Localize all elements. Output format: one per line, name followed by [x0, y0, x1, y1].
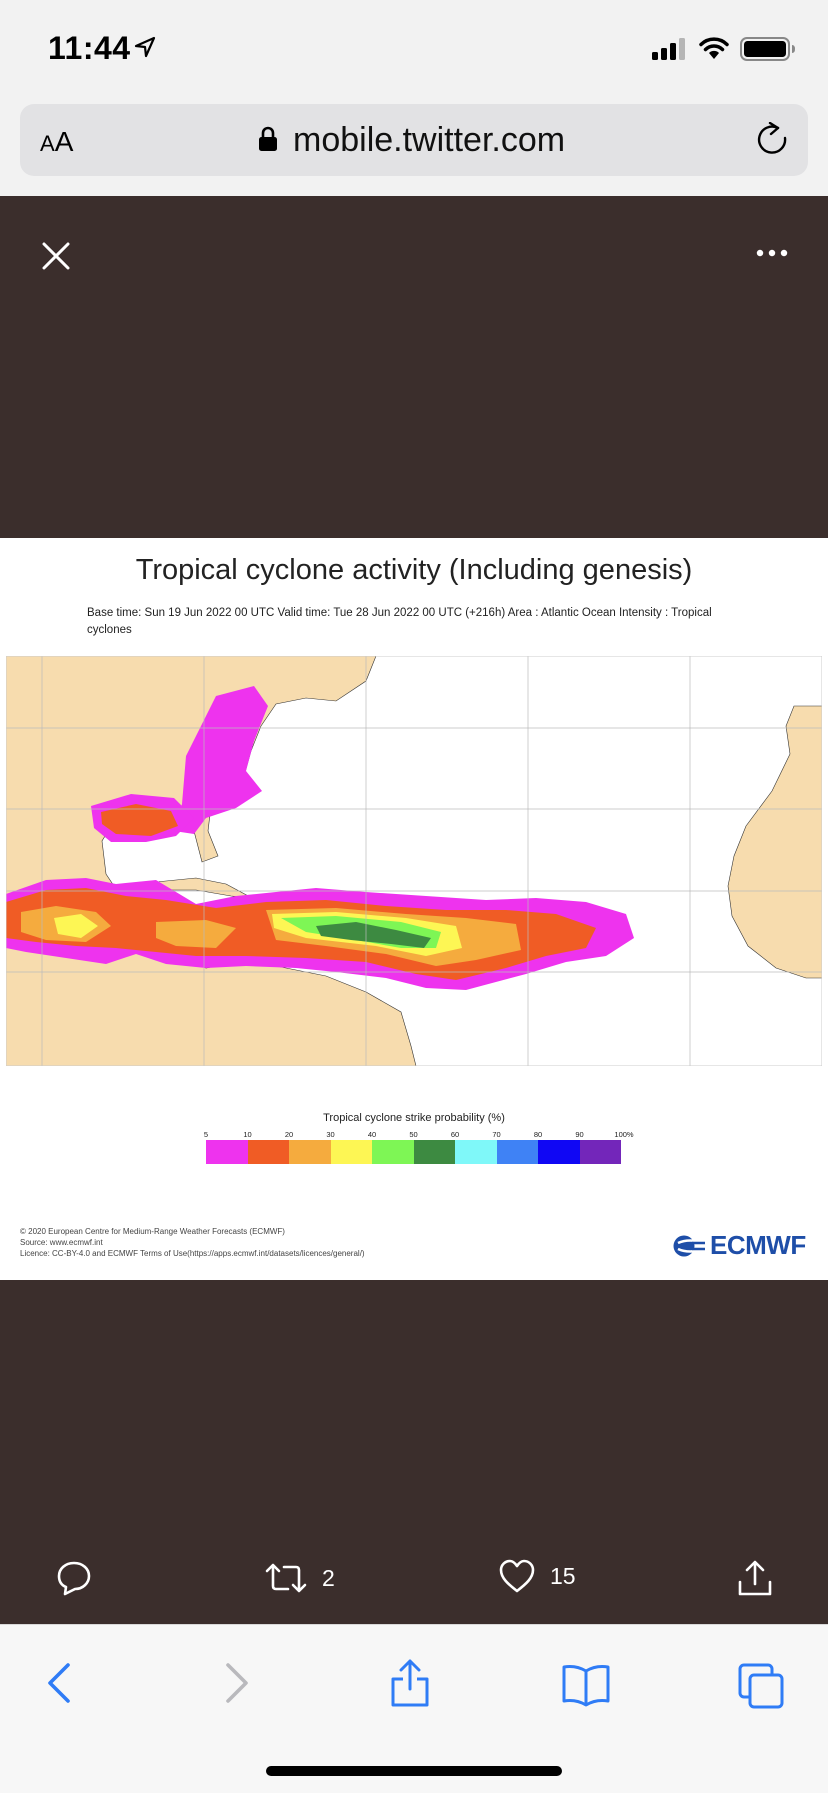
like-count: 15	[550, 1562, 576, 1589]
address-bar[interactable]: AA mobile.twitter.com	[20, 104, 808, 176]
status-bar: 11:44	[0, 0, 828, 100]
image-title: Tropical cyclone activity (Including gen…	[135, 554, 693, 586]
legend-label: 100%	[614, 1130, 634, 1139]
copyright-line: Source: www.ecmwf.int	[20, 1238, 103, 1247]
legend-label: 5	[203, 1130, 209, 1139]
battery-icon	[740, 37, 795, 61]
swath-main-50	[316, 922, 431, 948]
heart-icon	[499, 1559, 535, 1593]
tabs-icon[interactable]	[736, 1657, 786, 1709]
image-subtitle: Base time: Sun 19 Jun 2022 00 UTC Valid …	[87, 607, 712, 636]
legend-swatch	[455, 1140, 497, 1164]
swath-main-30	[54, 914, 98, 938]
retweet-button[interactable]: 2	[264, 1558, 335, 1598]
home-indicator	[266, 1766, 562, 1776]
reload-icon[interactable]	[756, 122, 790, 158]
legend-title: Tropical cyclone strike probability (%)	[323, 1112, 505, 1124]
text-size-small-label: A	[40, 131, 55, 156]
copyright-notice: © 2020 European Centre for Medium-Range …	[20, 1226, 460, 1259]
legend-label: 70	[492, 1130, 501, 1139]
legend-swatch	[579, 1140, 621, 1164]
location-arrow-icon	[134, 36, 156, 58]
tweet-image[interactable]: Tropical cyclone activity (Including gen…	[0, 538, 828, 1280]
legend-label: 20	[284, 1130, 294, 1139]
url-text[interactable]: mobile.twitter.com	[293, 121, 566, 159]
legend-swatch	[413, 1140, 455, 1164]
tweet-actions: 2 15	[0, 1558, 828, 1618]
legend-label: 80	[533, 1130, 543, 1139]
ecmwf-logo-text: ECMWF	[710, 1230, 806, 1260]
text-size-button[interactable]: AA	[40, 126, 73, 158]
swath-gulf-inner	[101, 804, 178, 836]
media-viewer: Tropical cyclone activity (Including gen…	[0, 196, 828, 1624]
legend-swatch	[538, 1140, 580, 1164]
wifi-icon	[699, 37, 729, 59]
retweet-icon	[265, 1563, 307, 1593]
browser-toolbar	[0, 1624, 828, 1793]
forward-chevron-icon[interactable]	[216, 1657, 256, 1709]
text-size-large-label: A	[54, 126, 74, 157]
legend-swatch	[289, 1140, 331, 1164]
bookmarks-icon[interactable]	[560, 1657, 612, 1709]
legend-swatch	[330, 1140, 372, 1164]
ecmwf-logo-mark-icon	[673, 1235, 706, 1256]
reply-icon	[57, 1561, 91, 1596]
copyright-line: Licence: CC-BY-4.0 and ECMWF Terms of Us…	[20, 1249, 365, 1258]
legend-swatch	[496, 1140, 538, 1164]
legend-label: 60	[450, 1130, 460, 1139]
legend-swatch	[206, 1140, 248, 1164]
map-graticule	[6, 656, 822, 1066]
cyclone-probability-map	[6, 656, 822, 1066]
west-africa-land	[727, 705, 822, 979]
like-button[interactable]: 15	[498, 1558, 576, 1594]
more-options-icon[interactable]	[756, 248, 788, 258]
swath-east-coast	[174, 686, 268, 834]
cellular-signal-icon	[652, 38, 685, 60]
back-chevron-icon[interactable]	[40, 1657, 80, 1709]
legend-label: 10	[243, 1130, 252, 1139]
ecmwf-logo: ECMWF	[672, 1230, 806, 1261]
legend-label: 40	[367, 1130, 377, 1139]
status-time: 11:44	[48, 30, 131, 66]
retweet-count: 2	[322, 1564, 335, 1591]
lock-icon	[259, 126, 277, 151]
close-icon[interactable]	[40, 240, 72, 272]
legend-color-bar	[206, 1140, 621, 1164]
share-icon	[738, 1560, 772, 1596]
legend-label: 90	[575, 1130, 584, 1139]
legend-swatch	[247, 1140, 289, 1164]
legend-swatch	[372, 1140, 414, 1164]
legend-label: 30	[326, 1130, 335, 1139]
share-button[interactable]	[736, 1558, 774, 1598]
share-sheet-icon[interactable]	[388, 1657, 432, 1709]
copyright-line: © 2020 European Centre for Medium-Range …	[20, 1227, 285, 1236]
legend-label: 50	[409, 1130, 418, 1139]
reply-button[interactable]	[54, 1558, 94, 1598]
